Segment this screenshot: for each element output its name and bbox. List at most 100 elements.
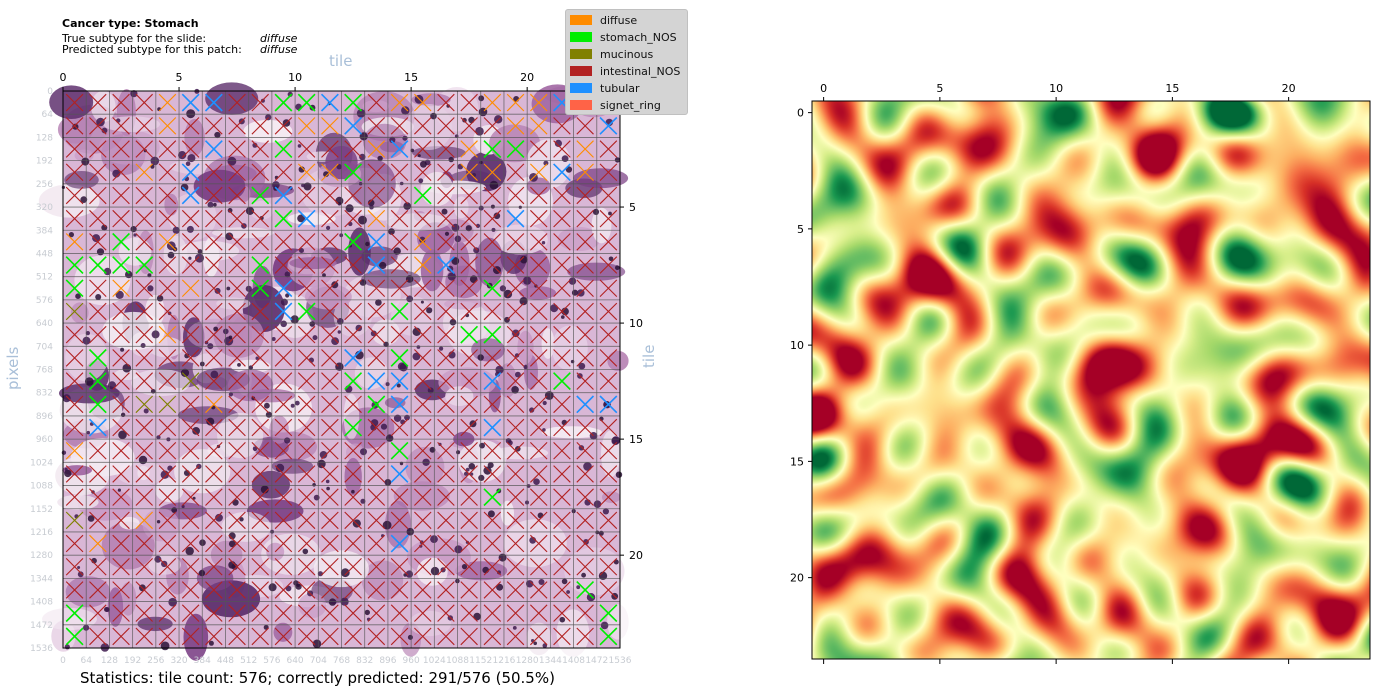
tile-marker-intestinal_NOS [599, 256, 618, 274]
left-pixel-tick-label: 576 [36, 296, 53, 306]
tile-marker-intestinal_NOS [181, 349, 200, 367]
tile-marker-intestinal_NOS [576, 627, 594, 646]
tile-marker-diffuse [297, 163, 316, 181]
tissue-nucleus [227, 208, 233, 213]
tile-marker-intestinal_NOS [367, 186, 386, 205]
legend: diffuse stomach_NOS mucinous intestinal_… [565, 9, 688, 115]
tissue-nucleus [417, 154, 421, 158]
tile-marker-intestinal_NOS [506, 302, 525, 321]
tile-marker-intestinal_NOS [89, 627, 107, 646]
tissue-nucleus [426, 307, 433, 314]
tile-marker-intestinal_NOS [460, 186, 478, 205]
heatmap-frame [811, 100, 1371, 660]
tile-marker-intestinal_NOS [89, 140, 107, 158]
tissue-nucleus [496, 583, 504, 591]
tissue-nucleus [188, 256, 192, 260]
tissue-nucleus [337, 330, 341, 334]
tile-marker-intestinal_NOS [181, 140, 200, 158]
tile-marker-intestinal_NOS [297, 511, 316, 530]
tissue-nucleus [122, 363, 132, 373]
tile-marker-intestinal_NOS [460, 581, 478, 599]
tile-marker-intestinal_NOS [367, 93, 386, 112]
bottom-pixel-tick-label: 960 [403, 656, 420, 666]
tissue-nucleus [498, 553, 507, 562]
tile-marker-intestinal_NOS [506, 558, 525, 576]
heatmap-y-tick-label: 10 [790, 339, 804, 352]
tile-marker-intestinal_NOS [390, 117, 409, 135]
left-pixel-tick-label: 0 [47, 87, 53, 97]
tile-marker-intestinal_NOS [274, 488, 293, 506]
tile-marker-intestinal_NOS [251, 93, 269, 112]
tile-marker-intestinal_NOS [135, 186, 153, 205]
bottom-pixel-tick-label: 192 [124, 656, 141, 666]
bottom-pixel-tick-label: 0 [60, 656, 66, 666]
tile-marker-intestinal_NOS [112, 186, 130, 205]
tissue-nucleus [561, 419, 567, 426]
tile-marker-intestinal_NOS [460, 488, 478, 506]
tile-marker-intestinal_NOS [483, 349, 502, 367]
tile-marker-intestinal_NOS [135, 302, 153, 321]
tile-marker-intestinal_NOS [599, 558, 618, 576]
legend-swatch [570, 32, 592, 42]
tile-marker-intestinal_NOS [274, 465, 293, 483]
tissue-blob [361, 246, 398, 267]
tile-marker-intestinal_NOS [112, 465, 130, 483]
tissue-nucleus [379, 261, 387, 270]
tissue-nucleus [120, 412, 126, 417]
tile-marker-intestinal_NOS [112, 627, 130, 646]
left-pixel-tick-label: 384 [36, 226, 53, 236]
true-subtype-line: True subtype for the slide: diffuse [62, 33, 322, 45]
tile-marker-intestinal_NOS [251, 488, 269, 506]
tile-marker-stomach_NOS [274, 209, 293, 228]
tile-marker-intestinal_NOS [274, 511, 293, 530]
tissue-nucleus [312, 483, 316, 487]
tile-marker-stomach_NOS [483, 140, 502, 158]
tissue-nucleus [420, 300, 424, 304]
tissue-nucleus [449, 318, 457, 326]
tile-marker-intestinal_NOS [576, 256, 594, 274]
tissue-nucleus [96, 117, 105, 127]
tile-marker-stomach_NOS [506, 140, 525, 158]
tissue-nucleus [297, 144, 302, 148]
tile-marker-intestinal_NOS [553, 302, 571, 321]
tile-marker-stomach_NOS [251, 186, 270, 205]
tile-marker-intestinal_NOS [297, 534, 316, 553]
tile-marker-diffuse [205, 395, 223, 414]
tissue-nucleus [80, 196, 88, 204]
tile-marker-intestinal_NOS [297, 349, 316, 367]
tile-marker-intestinal_NOS [158, 418, 177, 437]
top-tick-label: 10 [288, 71, 302, 84]
tile-marker-intestinal_NOS [506, 256, 525, 274]
tile-marker-intestinal_NOS [65, 186, 84, 205]
tissue-nucleus [340, 568, 350, 578]
tile-marker-intestinal_NOS [158, 604, 177, 622]
left-pixel-tick-label: 704 [36, 342, 53, 352]
tile-marker-intestinal_NOS [135, 604, 153, 622]
tile-marker-diffuse [530, 163, 548, 181]
tile-marker-intestinal_NOS [460, 117, 478, 135]
tile-marker-intestinal_NOS [112, 534, 130, 553]
tissue-nucleus [529, 407, 535, 413]
left-pixel-tick-label: 448 [36, 249, 53, 259]
tile-marker-intestinal_NOS [321, 418, 339, 437]
tissue-blob [445, 386, 474, 406]
tile-marker-intestinal_NOS [251, 325, 269, 344]
tile-marker-intestinal_NOS [205, 279, 223, 297]
tile-marker-intestinal_NOS [158, 279, 177, 297]
tile-marker-stomach_NOS [274, 140, 293, 158]
tissue-nucleus [64, 467, 68, 471]
tile-marker-intestinal_NOS [89, 186, 107, 205]
tissue-nucleus [156, 435, 161, 440]
tile-marker-intestinal_NOS [553, 442, 571, 460]
tile-marker-mucinous [65, 511, 84, 530]
tile-marker-intestinal_NOS [483, 186, 502, 205]
tile-marker-intestinal_NOS [414, 302, 432, 321]
tile-marker-intestinal_NOS [297, 395, 316, 414]
tile-marker-intestinal_NOS [553, 395, 571, 414]
tile-marker-tubular [297, 209, 316, 228]
tissue-blob [526, 177, 551, 195]
tissue-nucleus [299, 248, 304, 253]
legend-swatch [570, 49, 592, 59]
tile-marker-intestinal_NOS [135, 534, 153, 553]
tile-marker-intestinal_NOS [321, 511, 339, 530]
